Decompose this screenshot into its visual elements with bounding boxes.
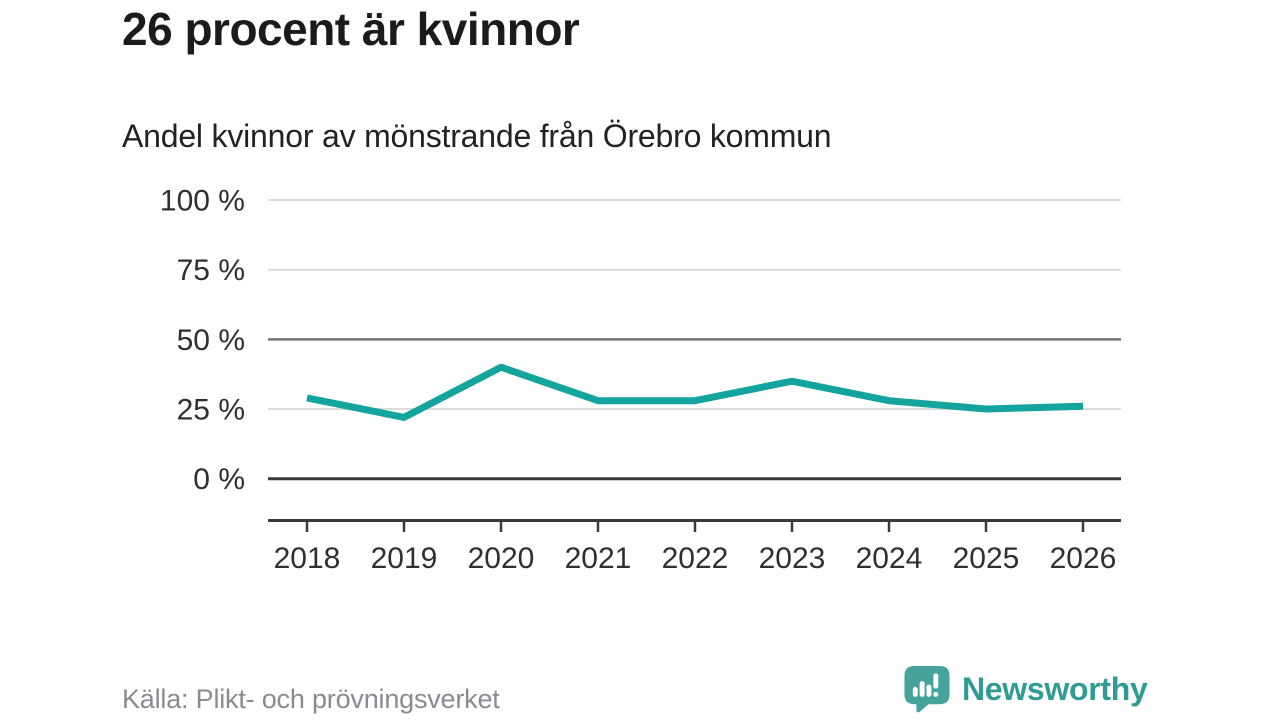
y-axis-label: 0 % <box>193 463 245 496</box>
line-chart: 0 % 25 % 50 % 75 % 100 % 2018 2019 2020 2021 2022… <box>160 185 1121 575</box>
x-axis-label: 2021 <box>565 542 632 575</box>
source-note: Källa: Plikt- och prövningsverket <box>122 684 500 714</box>
y-axis-label: 50 % <box>177 324 245 357</box>
x-axis-label: 2022 <box>662 542 729 575</box>
newsworthy-wordmark: Newsworthy <box>962 671 1148 707</box>
x-axis-label: 2020 <box>468 542 535 575</box>
x-axis-label: 2023 <box>759 542 826 575</box>
x-axis-label: 2026 <box>1050 542 1117 575</box>
page-title: 26 procent är kvinnor <box>122 3 580 55</box>
newsworthy-logo: Newsworthy <box>903 665 1148 714</box>
y-axis-label: 75 % <box>177 254 245 287</box>
chart-subtitle: Andel kvinnor av mönstrande från Örebro … <box>122 118 832 154</box>
x-axis-label: 2025 <box>953 542 1020 575</box>
x-axis-label: 2024 <box>856 542 923 575</box>
x-axis-label: 2018 <box>274 542 341 575</box>
y-axis-label: 100 % <box>160 185 245 218</box>
data-line-andel-kvinnor <box>306 363 1084 421</box>
x-axis-label: 2019 <box>371 542 438 575</box>
bar-chart-speech-bubble-icon <box>904 665 950 713</box>
y-axis-label: 25 % <box>177 394 245 427</box>
